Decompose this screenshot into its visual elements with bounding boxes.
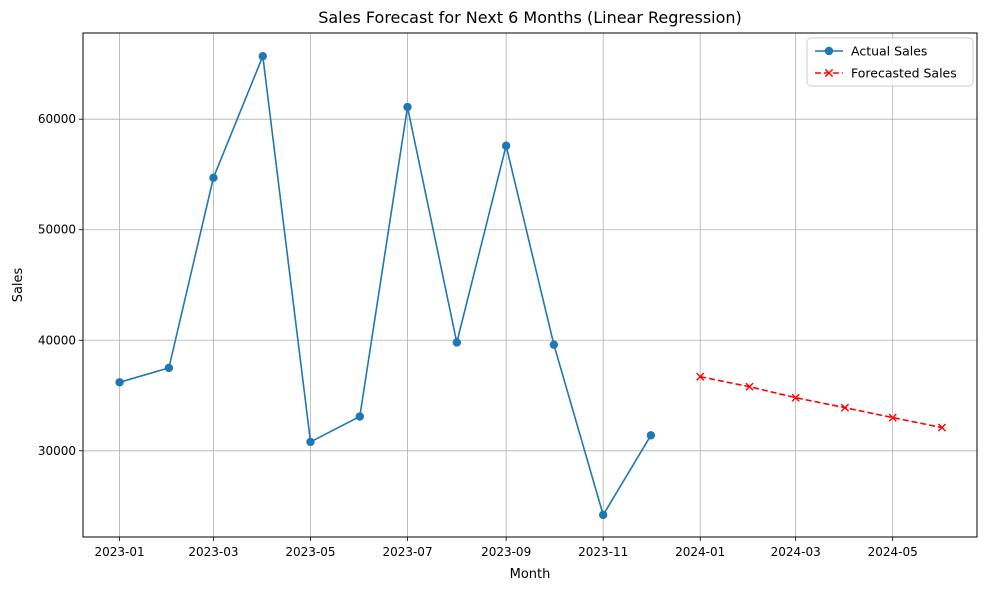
y-tick-label: 40000 [38,333,76,347]
series-line [700,375,943,429]
data-point [745,382,754,391]
legend-label: Forecasted Sales [851,66,957,81]
x-tick-label: 2024-05 [868,545,918,559]
data-point [501,141,511,150]
x-tick-label: 2023-07 [382,545,432,559]
data-point [646,431,656,440]
plot-frame [82,32,978,538]
x-tick-label: 2023-03 [188,545,238,559]
data-point [888,413,897,422]
legend-marker [824,46,834,56]
y-tick-label: 30000 [38,444,76,458]
data-point [696,372,705,381]
data-point [258,52,267,61]
x-tick-label: 2024-03 [771,545,821,559]
x-tick-label: 2024-01 [675,545,725,559]
legend-marker [824,68,834,78]
x-tick-label: 2023-01 [95,545,145,559]
grid [83,33,977,537]
data-point [937,423,947,432]
series-line [119,53,652,517]
x-tick-label: 2023-09 [481,545,531,559]
data-point [840,403,850,412]
legend-label: Actual Sales [851,44,927,59]
chart-title: Sales Forecast for Next 6 Months (Linear… [318,8,742,27]
data-point [598,510,608,520]
data-point [209,173,218,182]
y-tick-label: 50000 [38,223,76,237]
data-point [115,378,124,387]
legend-entry: Actual Sales [815,44,927,59]
axes: 2023-01 2023-03 2023-05 2023-07 2023-09 2023-… [38,112,918,559]
data-point [164,363,174,373]
series-forecasted-sales [696,372,947,432]
legend-box [806,37,974,87]
series-actual-sales [115,52,656,520]
data-point [355,412,364,421]
data-point [306,437,315,447]
data-point [549,340,559,349]
legend-entry: Forecasted Sales [815,66,957,81]
data-point [791,393,800,402]
x-axis-label: Month [510,567,551,582]
x-tick-label: 2023-11 [578,545,628,559]
x-tick-label: 2023-05 [285,545,335,559]
y-axis-label: Sales [11,267,26,302]
y-tick-label: 60000 [38,112,76,126]
data-point [452,338,462,347]
series-layer [115,52,947,520]
legend: Actual Sales Forecasted Sales [806,37,974,87]
data-point [403,102,412,112]
